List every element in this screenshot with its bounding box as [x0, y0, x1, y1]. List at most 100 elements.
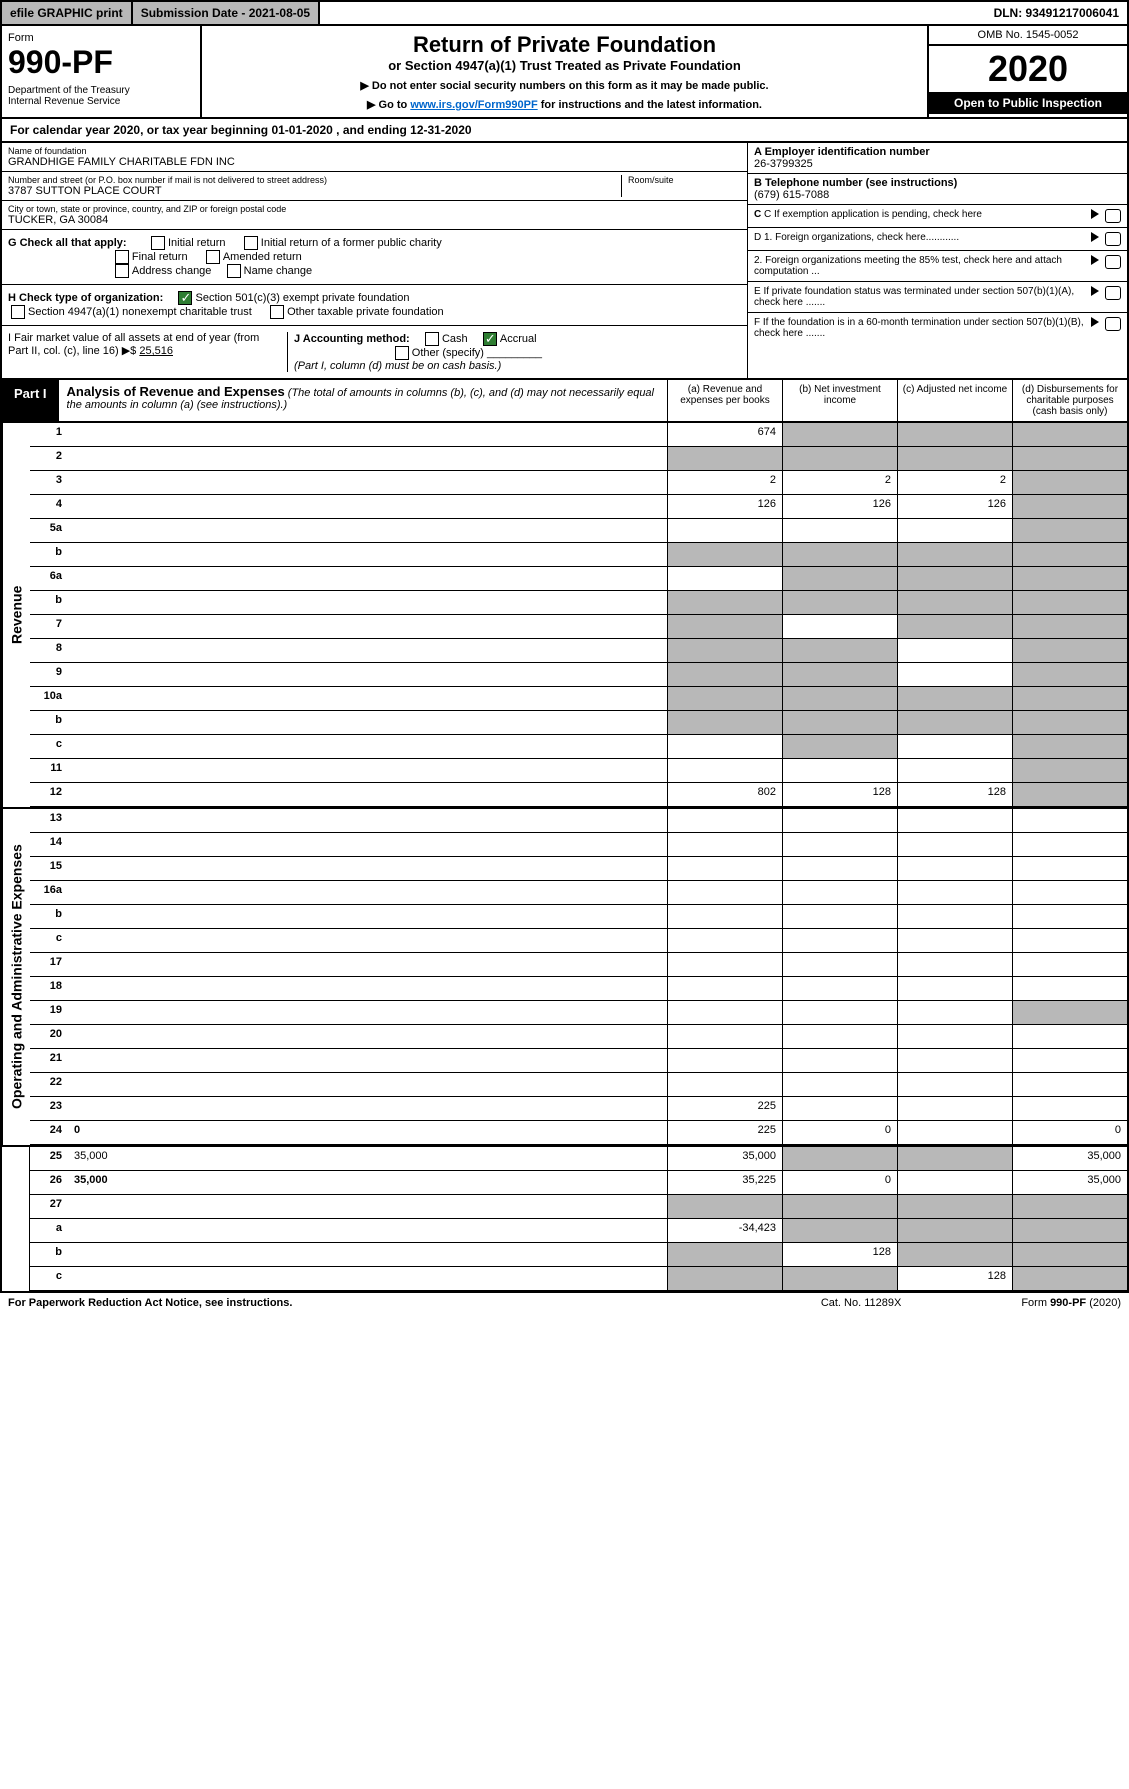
expenses-rows: 13141516abc1718192021222322524022500	[30, 809, 1127, 1145]
foundation-name: Name of foundation GRANDHIGE FAMILY CHAR…	[2, 143, 747, 172]
year: 2020	[929, 46, 1127, 92]
checkbox-initial-former[interactable]	[244, 236, 258, 250]
table-row: 7	[30, 615, 1127, 639]
checkbox-final[interactable]	[115, 250, 129, 264]
d1-item: D 1. Foreign organizations, check here..…	[748, 228, 1127, 251]
checkbox-accrual[interactable]	[483, 332, 497, 346]
checkbox-f[interactable]	[1105, 317, 1121, 331]
arrow-icon	[1091, 317, 1099, 327]
table-row: 14	[30, 833, 1127, 857]
table-row: c	[30, 735, 1127, 759]
table-row: b	[30, 711, 1127, 735]
table-row: 6a	[30, 567, 1127, 591]
checkbox-address[interactable]	[115, 264, 129, 278]
header: Form 990-PF Department of the Treasury I…	[0, 26, 1129, 119]
checkbox-501c3[interactable]	[178, 291, 192, 305]
column-headers: (a) Revenue and expenses per books (b) N…	[667, 380, 1127, 421]
checkbox-d1[interactable]	[1105, 232, 1121, 246]
checkbox-initial[interactable]	[151, 236, 165, 250]
expenses-section: Operating and Administrative Expenses 13…	[0, 809, 1129, 1147]
revenue-section: Revenue 16742322241261261265ab6ab78910ab…	[0, 423, 1129, 809]
revenue-label: Revenue	[2, 423, 30, 807]
col-d-hdr: (d) Disbursements for charitable purpose…	[1012, 380, 1127, 421]
address-row: Number and street (or P.O. box number if…	[2, 172, 747, 201]
table-row: 9	[30, 663, 1127, 687]
info-right: A Employer identification number 26-3799…	[747, 143, 1127, 378]
table-row: 10a	[30, 687, 1127, 711]
arrow-icon	[1091, 286, 1099, 296]
col-a-hdr: (a) Revenue and expenses per books	[667, 380, 782, 421]
i-j-row: I Fair market value of all assets at end…	[2, 326, 747, 378]
header-left: Form 990-PF Department of the Treasury I…	[2, 26, 202, 117]
col-b-hdr: (b) Net investment income	[782, 380, 897, 421]
table-row: 2535,00035,00035,000	[30, 1147, 1127, 1171]
checkbox-d2[interactable]	[1105, 255, 1121, 269]
arrow-icon	[1091, 255, 1099, 265]
summary-section: 2535,00035,00035,0002635,00035,225035,00…	[0, 1147, 1129, 1293]
e-item: E If private foundation status was termi…	[748, 282, 1127, 313]
table-row: 16a	[30, 881, 1127, 905]
table-row: 4126126126	[30, 495, 1127, 519]
c-item: C C If exemption application is pending,…	[748, 205, 1127, 228]
footer: For Paperwork Reduction Act Notice, see …	[0, 1293, 1129, 1313]
open-inspection: Open to Public Inspection	[929, 92, 1127, 114]
form-label: Form	[8, 32, 194, 44]
checkbox-other[interactable]	[395, 346, 409, 360]
table-row: b	[30, 905, 1127, 929]
phone-cell: B Telephone number (see instructions) (6…	[748, 174, 1127, 205]
table-row: 17	[30, 953, 1127, 977]
table-row: a-34,423	[30, 1219, 1127, 1243]
dln: DLN: 93491217006041	[986, 2, 1127, 24]
table-row: b128	[30, 1243, 1127, 1267]
table-row: 11	[30, 759, 1127, 783]
summary-rows: 2535,00035,00035,0002635,00035,225035,00…	[30, 1147, 1127, 1291]
checkbox-4947[interactable]	[11, 305, 25, 319]
fmv-value: 25,516	[139, 345, 173, 357]
checkbox-other-tax[interactable]	[270, 305, 284, 319]
d2-item: 2. Foreign organizations meeting the 85%…	[748, 251, 1127, 282]
table-row: 24022500	[30, 1121, 1127, 1145]
header-center: Return of Private Foundation or Section …	[202, 26, 927, 117]
table-row: 13	[30, 809, 1127, 833]
ein-cell: A Employer identification number 26-3799…	[748, 143, 1127, 174]
table-row: 8	[30, 639, 1127, 663]
table-row: 12802128128	[30, 783, 1127, 807]
f-item: F If the foundation is in a 60-month ter…	[748, 313, 1127, 343]
table-row: 21	[30, 1049, 1127, 1073]
note2: ▶ Go to www.irs.gov/Form990PF for instru…	[208, 98, 921, 111]
table-row: 2	[30, 447, 1127, 471]
col-c-hdr: (c) Adjusted net income	[897, 380, 1012, 421]
arrow-icon	[1091, 209, 1099, 219]
checkbox-amended[interactable]	[206, 250, 220, 264]
title: Return of Private Foundation	[208, 32, 921, 58]
form-number: 990-PF	[8, 44, 194, 81]
checkbox-c[interactable]	[1105, 209, 1121, 223]
checkbox-cash[interactable]	[425, 332, 439, 346]
omb: OMB No. 1545-0052	[929, 26, 1127, 46]
checkbox-name[interactable]	[227, 264, 241, 278]
footer-left: For Paperwork Reduction Act Notice, see …	[8, 1297, 821, 1309]
footer-right: Form 990-PF (2020)	[1021, 1297, 1121, 1309]
irs-link[interactable]: www.irs.gov/Form990PF	[410, 99, 537, 111]
arrow-icon	[1091, 232, 1099, 242]
h-checks: H Check type of organization: Section 50…	[2, 285, 747, 326]
table-row: 1674	[30, 423, 1127, 447]
part-title: Analysis of Revenue and Expenses (The to…	[59, 380, 667, 421]
expenses-label: Operating and Administrative Expenses	[2, 809, 30, 1145]
table-row: 23225	[30, 1097, 1127, 1121]
g-checks: G Check all that apply: Initial return I…	[2, 230, 747, 285]
calendar-year: For calendar year 2020, or tax year begi…	[0, 119, 1129, 143]
table-row: c128	[30, 1267, 1127, 1291]
part-label: Part I	[2, 380, 59, 421]
checkbox-e[interactable]	[1105, 286, 1121, 300]
footer-mid: Cat. No. 11289X	[821, 1297, 902, 1309]
subtitle: or Section 4947(a)(1) Trust Treated as P…	[208, 58, 921, 73]
table-row: c	[30, 929, 1127, 953]
table-row: 20	[30, 1025, 1127, 1049]
note1: ▶ Do not enter social security numbers o…	[208, 79, 921, 92]
header-right: OMB No. 1545-0052 2020 Open to Public In…	[927, 26, 1127, 117]
info-grid: Name of foundation GRANDHIGE FAMILY CHAR…	[0, 143, 1129, 380]
dept-label: Department of the Treasury Internal Reve…	[8, 85, 194, 107]
table-row: b	[30, 591, 1127, 615]
table-row: 27	[30, 1195, 1127, 1219]
